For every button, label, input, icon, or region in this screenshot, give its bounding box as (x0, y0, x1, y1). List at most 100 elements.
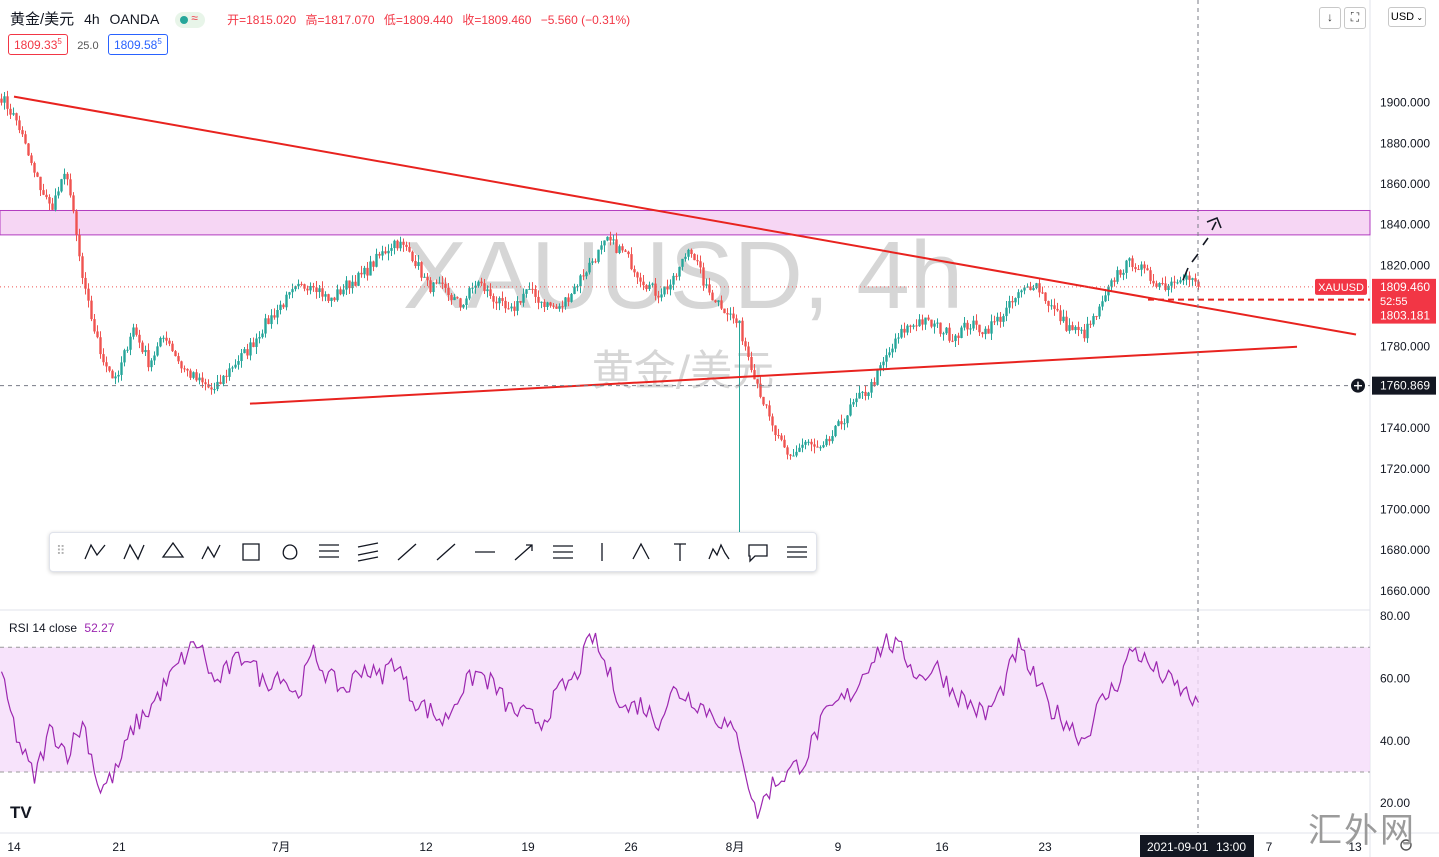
parallel-channel-icon[interactable] (354, 539, 382, 565)
candle-body (984, 328, 987, 335)
candle (537, 290, 540, 310)
candle-body (1047, 301, 1050, 306)
xabcd-pattern-icon[interactable] (81, 539, 109, 565)
ascending-trend-line[interactable] (249, 345, 1298, 405)
symbol-name[interactable]: 黄金/美元 (10, 11, 75, 28)
candle (471, 282, 474, 294)
horizontal-ray-icon[interactable] (471, 539, 499, 565)
candle-body (720, 300, 723, 309)
change-value: −5.560 (−0.31%) (540, 13, 631, 27)
drag-handle-icon[interactable]: ⠿ (56, 543, 66, 558)
candle-body (156, 346, 159, 356)
buy-button[interactable]: 1809.585 (107, 34, 168, 55)
candle (699, 255, 702, 274)
head-shoulders-icon[interactable] (159, 539, 187, 565)
currency-select[interactable]: USD ⌄ (1388, 7, 1426, 27)
rectangle-icon[interactable] (237, 539, 265, 565)
candle-body (438, 282, 441, 284)
fib-retracement-icon[interactable] (315, 539, 343, 565)
candle-body (465, 298, 468, 306)
candle-body (366, 267, 369, 276)
candle-body (273, 315, 276, 318)
candle (36, 171, 39, 178)
candle (132, 323, 135, 340)
supply-zone-rectangle[interactable] (0, 209, 1371, 236)
candle (807, 439, 810, 446)
rsi-tick-label: 40.00 (1380, 734, 1410, 748)
candle-body (675, 275, 678, 277)
candle (1050, 299, 1053, 310)
trend-line-icon[interactable] (393, 539, 421, 565)
candle (714, 299, 717, 303)
triangle-icon[interactable] (627, 539, 655, 565)
candle (660, 288, 663, 302)
candle-body (492, 295, 495, 302)
candle (678, 266, 681, 281)
symbol-header: 黄金/美元 4h OANDA ≈ 开=1815.020 高=1817.070 低… (10, 8, 642, 29)
text-icon[interactable] (666, 539, 694, 565)
candle-body (27, 143, 30, 156)
interval-label[interactable]: 4h (84, 11, 100, 27)
candle-body (777, 435, 780, 437)
candle-body (1191, 278, 1194, 280)
candle (798, 443, 801, 453)
vertical-line-icon[interactable] (588, 539, 616, 565)
ray-icon[interactable] (432, 539, 460, 565)
fib-extension-icon[interactable] (549, 539, 577, 565)
candle (969, 323, 972, 335)
candle (195, 369, 198, 382)
candle (342, 284, 345, 297)
candle (570, 293, 573, 303)
candle-body (576, 286, 579, 288)
ellipse-icon[interactable] (276, 539, 304, 565)
fullscreen-button[interactable]: ⛶ (1344, 7, 1366, 29)
candle-body (642, 281, 645, 286)
tradingview-logo-icon[interactable]: TV (10, 803, 32, 822)
projection-arrow[interactable] (1182, 216, 1222, 281)
candle-body (138, 334, 141, 343)
callout-icon[interactable] (744, 539, 772, 565)
candle (681, 258, 684, 271)
candle-body (990, 321, 993, 334)
candle-body (1176, 282, 1179, 284)
rsi-title[interactable]: RSI (9, 621, 30, 635)
regression-trend-icon[interactable] (783, 539, 811, 565)
candle (468, 286, 471, 301)
market-status-badge[interactable]: ≈ (175, 11, 206, 29)
elliott-wave-icon[interactable] (705, 539, 733, 565)
candle-body (861, 391, 864, 393)
candle (414, 255, 417, 269)
candle-body (486, 289, 489, 292)
candle-body (444, 283, 447, 288)
candle-body (426, 276, 429, 281)
candle-body (186, 368, 189, 371)
candle (183, 365, 186, 373)
cypher-pattern-icon[interactable] (120, 539, 148, 565)
descending-trend-line[interactable] (13, 95, 1357, 336)
candle (582, 269, 585, 281)
candle (561, 300, 564, 313)
candle-body (1059, 310, 1062, 322)
candle-body (765, 404, 768, 406)
candle (159, 336, 162, 348)
abcd-pattern-icon[interactable] (198, 539, 226, 565)
candle-body (978, 324, 981, 333)
candle (639, 272, 642, 287)
candle-body (948, 327, 951, 341)
sell-button[interactable]: 1809.335 (8, 34, 68, 55)
candle (825, 434, 828, 447)
rsi-line[interactable] (0, 632, 1200, 819)
candle (51, 197, 54, 210)
candle-body (636, 272, 639, 278)
candle-body (819, 447, 822, 449)
arrow-icon[interactable] (510, 539, 538, 565)
x-tick-label: 7 (1266, 840, 1273, 854)
candle (297, 279, 300, 290)
candle (303, 283, 306, 292)
download-button[interactable]: ↓ (1319, 7, 1341, 29)
candle-body (396, 240, 399, 249)
y-tick-label: 1840.000 (1380, 218, 1430, 232)
candle (279, 300, 282, 315)
settings-gear-icon[interactable] (1400, 839, 1412, 851)
